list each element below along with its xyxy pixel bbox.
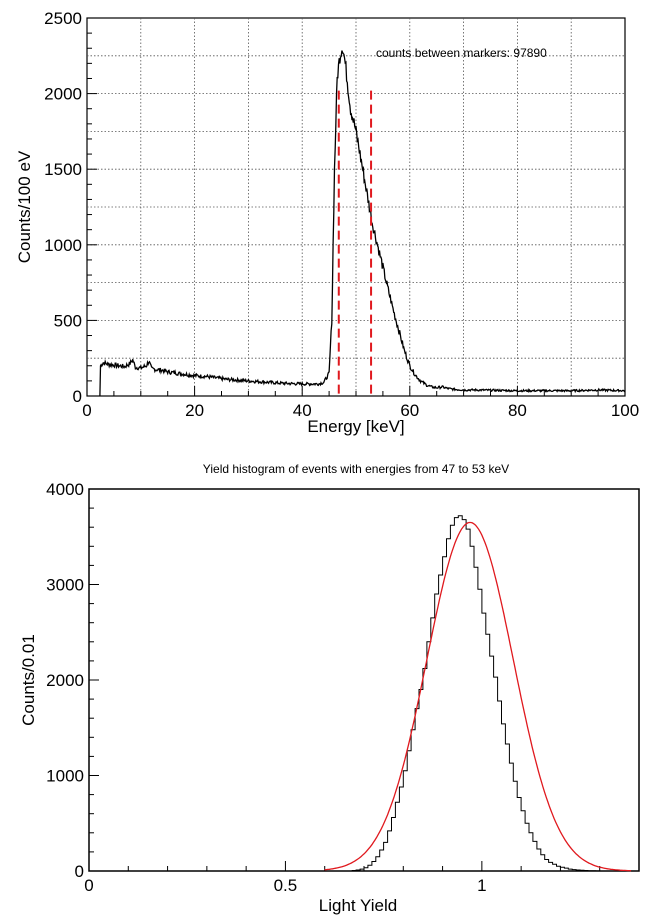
x-tick-label: 0 [84, 876, 93, 895]
markers-count-annotation: counts between markers: 97890 [376, 46, 547, 60]
light-yield-ticks: 0 0.5 1 0 1000 2000 3000 4000 [46, 480, 600, 895]
y-tick-label: 500 [54, 311, 82, 330]
energy-x-axis-label: Energy [keV] [307, 417, 404, 436]
light-yield-histogram [325, 516, 631, 871]
x-tick-label: 0.5 [274, 876, 298, 895]
y-tick-label: 4000 [46, 480, 84, 499]
y-tick-label: 3000 [46, 576, 84, 595]
light-yield-x-axis-label: Light Yield [319, 896, 397, 915]
light-yield-plot-frame [89, 489, 639, 871]
x-tick-label: 1 [477, 876, 486, 895]
energy-grid [87, 18, 625, 396]
light-yield-title: Yield histogram of events with energies … [203, 462, 509, 476]
y-tick-label: 0 [75, 862, 84, 881]
energy-y-axis-label: Counts/100 eV [15, 150, 34, 263]
x-tick-label: 20 [185, 401, 204, 420]
light-yield-chart: Yield histogram of events with energies … [19, 462, 639, 915]
y-tick-label: 0 [73, 387, 82, 406]
y-tick-label: 1000 [46, 767, 84, 786]
energy-markers [339, 91, 371, 396]
x-tick-label: 80 [508, 401, 527, 420]
y-tick-label: 2000 [46, 671, 84, 690]
x-tick-label: 0 [82, 401, 91, 420]
energy-spectrum-line [100, 51, 625, 396]
y-tick-label: 2500 [44, 9, 82, 28]
y-tick-label: 1000 [44, 236, 82, 255]
x-tick-label: 100 [611, 401, 639, 420]
y-tick-label: 2000 [44, 85, 82, 104]
y-tick-label: 1500 [44, 160, 82, 179]
light-yield-y-axis-label: Counts/0.01 [19, 634, 38, 726]
